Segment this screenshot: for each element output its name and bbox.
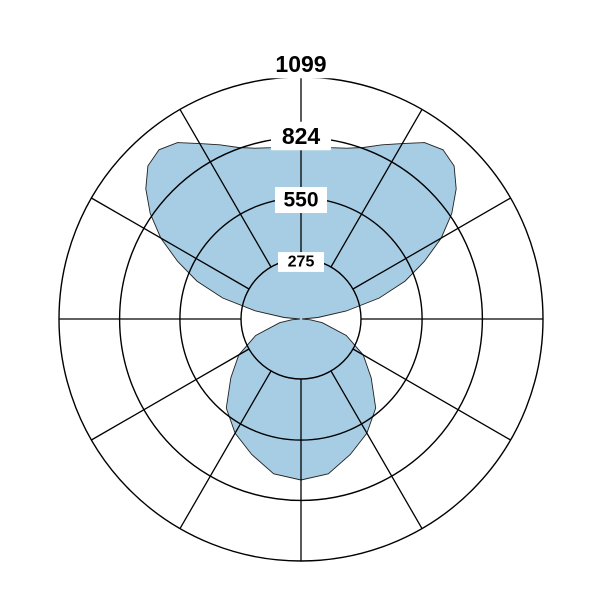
radial-tick-label-bg (268, 49, 334, 79)
grid-spoke-60 (352, 197, 511, 290)
radial-tick-label-bg (275, 186, 327, 214)
grid-spoke-150 (330, 370, 423, 529)
grid-spoke-120 (352, 348, 511, 441)
radial-tick-label: 550 (283, 189, 318, 212)
grid-spoke-330 (179, 109, 272, 268)
grid-spoke-210 (179, 370, 272, 529)
radial-tick-label: 824 (282, 123, 321, 149)
grid-spoke-30 (330, 109, 423, 268)
radial-tick-label-bg (278, 252, 324, 272)
grid-spoke-240 (91, 348, 250, 441)
radial-tick-label: 275 (288, 254, 315, 271)
grid-spoke-300 (91, 197, 250, 290)
radial-tick-label: 1099 (275, 51, 326, 77)
radial-tick-label-bg (271, 121, 331, 151)
